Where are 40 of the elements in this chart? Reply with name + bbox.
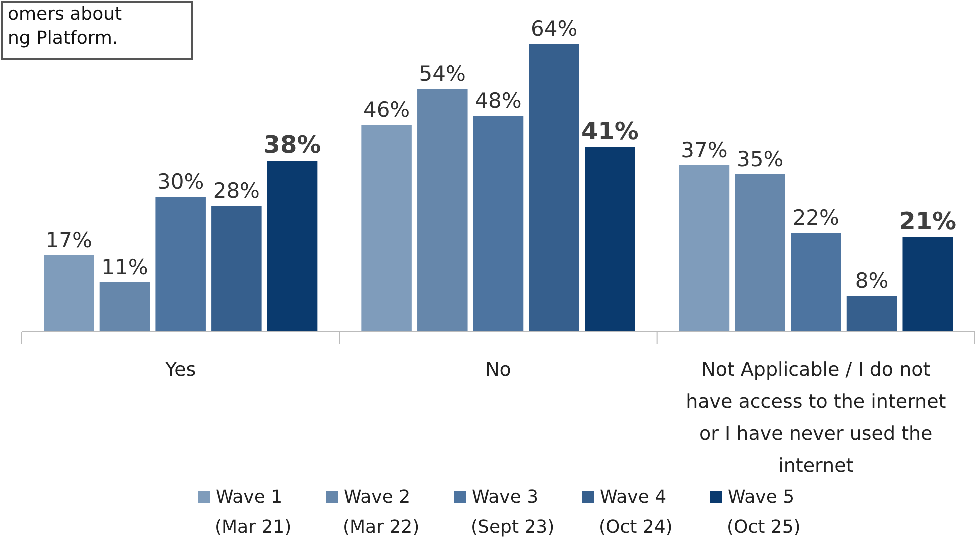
data-label: 11% (102, 256, 148, 280)
legend-label: Wave 5 (Oct 25) (727, 487, 801, 538)
bar (679, 166, 730, 332)
data-label: 17% (46, 228, 92, 252)
bar (473, 116, 524, 332)
bar (585, 148, 636, 332)
x-tick-label: No (486, 359, 512, 381)
data-label: 38% (264, 131, 322, 159)
data-label: 41% (581, 118, 639, 146)
bar (212, 206, 262, 332)
bar (735, 174, 786, 332)
data-label: 46% (363, 98, 410, 122)
data-label: 54% (419, 62, 466, 86)
data-label: 8% (855, 269, 889, 293)
legend-label: Wave 1 (Mar 21) (215, 487, 292, 538)
data-label: 35% (736, 148, 784, 172)
data-label: 37% (681, 138, 728, 162)
annotation: omers about ng Platform. (8, 4, 122, 49)
data-label: 28% (213, 179, 260, 203)
bar (418, 89, 468, 332)
data-label: 21% (899, 208, 957, 236)
data-label: 64% (531, 17, 578, 41)
bar (529, 44, 580, 332)
data-label: 22% (792, 206, 840, 230)
x-tick-label: Not Applicable / I do not have access to the internet or I have never used the internet (686, 359, 946, 477)
data-label: 48% (475, 89, 522, 113)
bar (100, 282, 150, 332)
x-tick-label: Yes (164, 359, 196, 381)
text-box: omers about ng Platform. (1, 1, 193, 60)
data-label: 30% (157, 170, 204, 194)
legend-label: Wave 2 (Mar 22) (343, 487, 420, 538)
legend-label: Wave 3 (Sept 23) (471, 487, 555, 538)
bar (846, 296, 898, 332)
bar (902, 238, 953, 332)
bar (362, 125, 412, 332)
bar (156, 197, 206, 332)
bar (267, 161, 318, 332)
bar (44, 256, 94, 332)
bar (791, 233, 842, 332)
legend-label: Wave 4 (Oct 24) (599, 487, 673, 538)
